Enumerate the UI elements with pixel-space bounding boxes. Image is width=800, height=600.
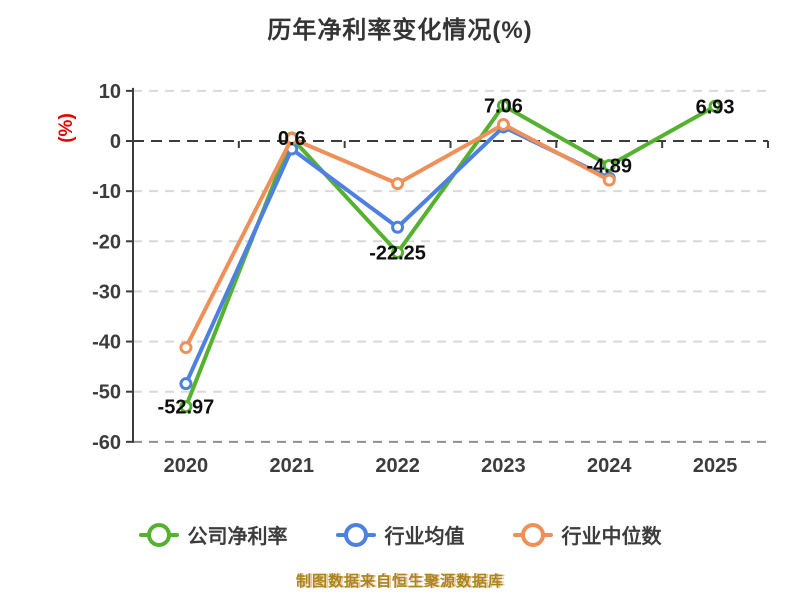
data-point-label: 6.93 bbox=[696, 96, 735, 118]
chart-title: 历年净利率变化情况(%) bbox=[267, 17, 533, 44]
data-point-marker[interactable] bbox=[179, 377, 193, 391]
x-tick-label: 2023 bbox=[481, 455, 526, 477]
legend-label-industry-avg: 行业均值 bbox=[384, 526, 465, 548]
data-point-marker[interactable] bbox=[285, 131, 299, 145]
y-tick-label: -50 bbox=[92, 382, 121, 404]
legend-label-company: 公司净利率 bbox=[187, 526, 288, 548]
y-tick-label: -60 bbox=[92, 432, 121, 454]
legend-marker-industry-avg bbox=[335, 522, 376, 548]
data-point-marker[interactable] bbox=[391, 177, 405, 191]
legend-item-industry-median[interactable]: 行业中位数 bbox=[512, 520, 662, 549]
data-point-marker[interactable] bbox=[496, 99, 510, 113]
legend-label-industry-median: 行业中位数 bbox=[561, 526, 662, 548]
circle-marker-icon bbox=[343, 522, 368, 547]
y-tick-label: 10 bbox=[99, 81, 121, 103]
legend-item-company[interactable]: 公司净利率 bbox=[138, 520, 288, 549]
data-point-label: -4.89 bbox=[586, 156, 632, 178]
y-tick-label: -30 bbox=[92, 281, 121, 303]
data-point-label: -52.97 bbox=[158, 397, 215, 419]
zero-axis-line bbox=[132, 140, 769, 148]
legend-marker-company bbox=[138, 522, 179, 548]
data-point-marker[interactable] bbox=[179, 400, 193, 414]
data-point-marker[interactable] bbox=[602, 159, 616, 173]
x-tick-label: 2024 bbox=[587, 455, 632, 477]
y-gridlines bbox=[133, 89, 768, 443]
y-tick-label: -40 bbox=[92, 332, 121, 354]
data-source-note: 制图数据来自恒生聚源数据库 bbox=[295, 573, 504, 590]
data-point-label: 0.6 bbox=[278, 128, 306, 150]
data-point-marker[interactable] bbox=[602, 173, 616, 187]
company-data-labels: -52.97 0.6 -22.25 7.06 -4.89 6.93 bbox=[158, 96, 735, 419]
y-tick-label: 0 bbox=[110, 131, 121, 153]
y-tick-label: -20 bbox=[92, 231, 121, 253]
x-tick-label: 2020 bbox=[164, 455, 209, 477]
series-industry-median bbox=[179, 117, 616, 355]
legend-marker-industry-median bbox=[512, 522, 553, 548]
y-axis-line: 10 0 -10 -20 -30 -40 -50 -60 bbox=[92, 81, 134, 454]
data-point-marker[interactable] bbox=[391, 220, 405, 234]
circle-marker-icon bbox=[146, 522, 171, 547]
data-point-label: -22.25 bbox=[369, 243, 426, 265]
x-tick-label: 2025 bbox=[693, 455, 738, 477]
data-point-marker[interactable] bbox=[179, 341, 193, 355]
x-tick-label: 2021 bbox=[270, 455, 315, 477]
legend: 公司净利率 行业均值 行业中位数 bbox=[0, 520, 800, 549]
y-tick-label: -10 bbox=[92, 181, 121, 203]
data-point-marker[interactable] bbox=[708, 99, 722, 113]
data-point-marker[interactable] bbox=[391, 246, 405, 260]
circle-marker-icon bbox=[520, 522, 545, 547]
data-point-label: 7.06 bbox=[484, 96, 523, 118]
x-axis-labels: 2020 2021 2022 2023 2024 2025 bbox=[164, 455, 738, 477]
legend-item-industry-avg[interactable]: 行业均值 bbox=[335, 520, 465, 549]
x-tick-label: 2022 bbox=[375, 455, 420, 477]
data-point-marker[interactable] bbox=[496, 117, 510, 131]
